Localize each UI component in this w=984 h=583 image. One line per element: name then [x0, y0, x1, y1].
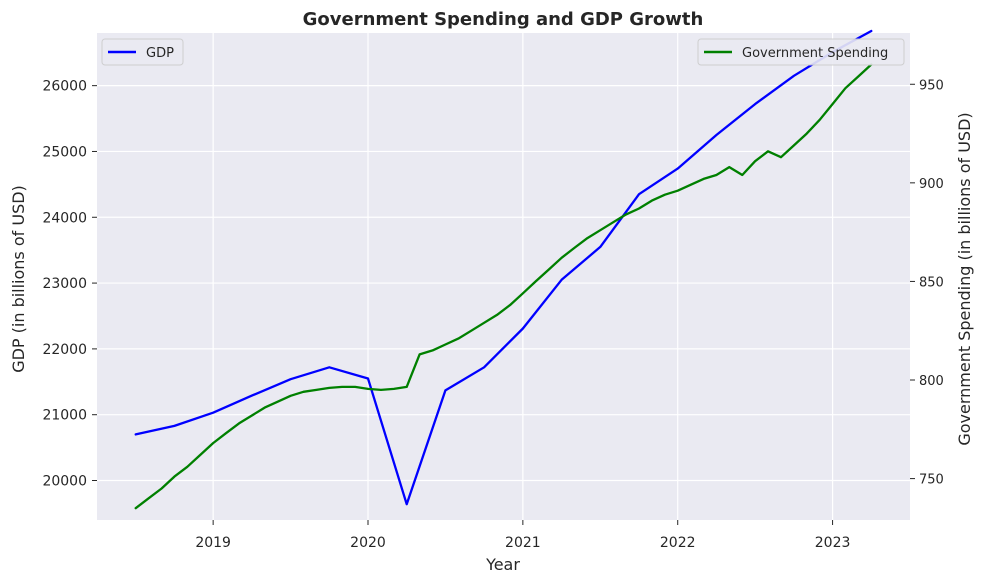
y-left-tick-label: 21000	[42, 408, 87, 424]
y-right-axis-label: Government Spending (in billions of USD)	[955, 112, 974, 445]
grid	[97, 33, 910, 520]
x-axis-ticks: 2019 2020 2021 2022 2023	[195, 520, 850, 551]
legend-gdp-label: GDP	[146, 46, 174, 61]
y-left-tick-label: 23000	[42, 276, 87, 292]
x-tick-label: 2019	[195, 535, 231, 551]
y-right-tick-label: 750	[919, 473, 944, 488]
y-left-tick-label: 20000	[42, 474, 87, 490]
x-tick-label: 2021	[505, 535, 541, 551]
chart-title: Government Spending and GDP Growth	[303, 9, 704, 30]
x-tick-label: 2020	[350, 535, 386, 551]
x-tick-label: 2023	[815, 535, 851, 551]
x-axis-label: Year	[485, 555, 520, 574]
y-left-tick-label: 24000	[42, 210, 87, 226]
series-layer	[134, 29, 873, 510]
series-line-gdp	[134, 29, 873, 506]
y-left-tick-label: 22000	[42, 342, 87, 358]
y-left-axis-ticks: 20000 21000 22000 23000 24000 25000 26000	[42, 79, 97, 490]
y-right-tick-label: 900	[919, 177, 944, 192]
y-right-axis-ticks: 750 800 850 900 950	[910, 78, 944, 488]
legend-government-spending-label: Government Spending	[742, 46, 888, 61]
plot-background	[97, 33, 910, 520]
y-left-tick-label: 26000	[42, 79, 87, 95]
series-line-government-spending	[134, 63, 873, 510]
y-right-tick-label: 950	[919, 78, 944, 93]
y-right-tick-label: 800	[919, 374, 944, 389]
x-tick-label: 2022	[660, 535, 696, 551]
legend-gdp: GDP	[101, 38, 184, 66]
y-right-tick-label: 850	[919, 275, 944, 290]
legend-government-spending: Government Spending	[697, 38, 905, 66]
y-left-axis-label: GDP (in billions of USD)	[9, 185, 28, 373]
y-left-tick-label: 25000	[42, 144, 87, 160]
